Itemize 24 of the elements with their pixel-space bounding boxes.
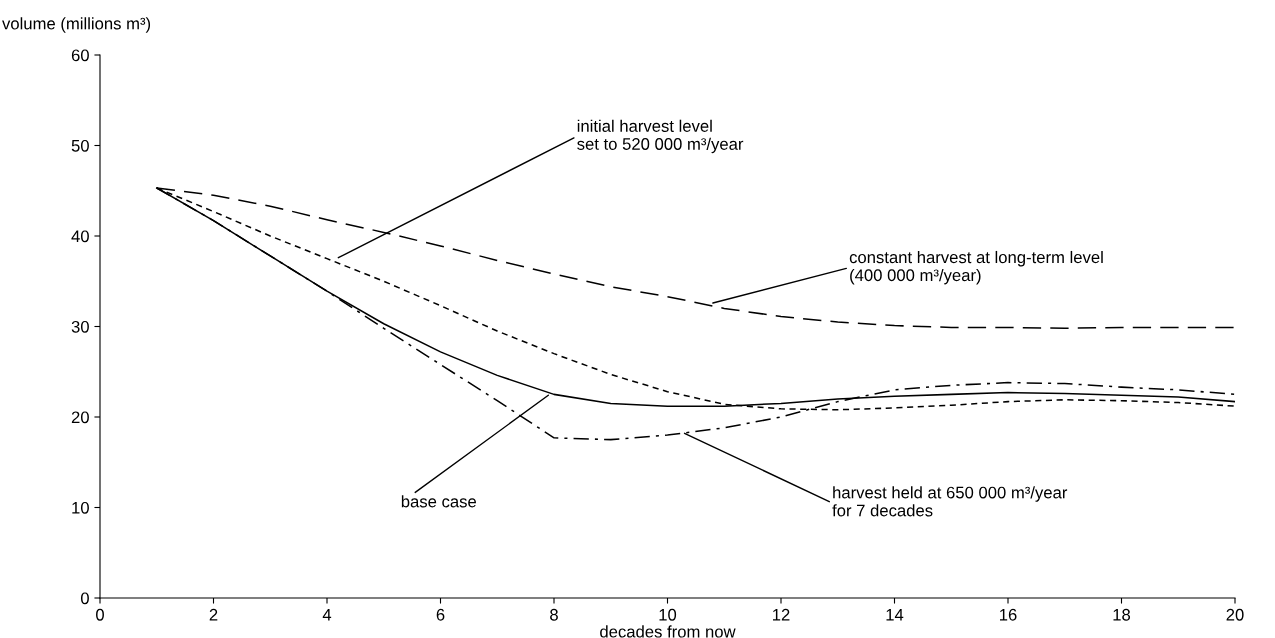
annotation: constant harvest at long-term level (400 000 m³/year) <box>849 250 1103 285</box>
y-tick-label: 40 <box>71 230 89 243</box>
x-tick-label: 18 <box>1113 608 1131 621</box>
annotation: initial harvest level set to 520 000 m³/year <box>577 119 744 154</box>
annotation: harvest held at 650 000 m³/year for 7 decades <box>832 486 1068 517</box>
y-tick-label: 60 <box>71 49 89 62</box>
x-tick-label: 20 <box>1226 608 1244 621</box>
y-tick-label: 10 <box>72 501 89 514</box>
x-tick-label: 4 <box>322 609 332 621</box>
y-tick-label: 50 <box>71 139 89 152</box>
annotation: base case <box>401 495 477 508</box>
y-tick-label: 0 <box>80 592 89 605</box>
x-tick-label: 8 <box>550 608 558 621</box>
x-tick-label: 10 <box>659 608 677 621</box>
y-tick-label: 20 <box>71 411 89 424</box>
y-tick-label: 30 <box>71 320 89 333</box>
x-axis-title: decades from now <box>600 625 736 638</box>
x-tick-label: 16 <box>1000 608 1017 621</box>
x-tick-label: 0 <box>96 608 104 621</box>
x-tick-label: 6 <box>436 608 445 621</box>
x-tick-label: 12 <box>773 608 790 621</box>
y-axis-title: volume (millions m³) <box>2 17 151 33</box>
x-tick-label: 2 <box>209 608 218 621</box>
x-tick-label: 14 <box>886 609 904 621</box>
